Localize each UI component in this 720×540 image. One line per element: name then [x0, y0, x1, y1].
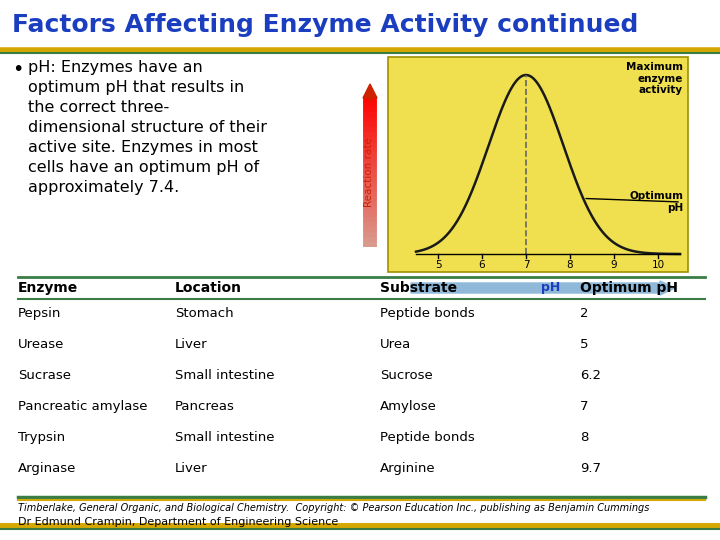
Text: Reaction rate: Reaction rate [364, 137, 374, 207]
Text: Sucrase: Sucrase [18, 369, 71, 382]
Text: Substrate: Substrate [380, 281, 457, 295]
Text: 5: 5 [580, 338, 588, 351]
Text: cells have an optimum pH of: cells have an optimum pH of [28, 160, 259, 175]
Text: pH: Enzymes have an: pH: Enzymes have an [28, 60, 203, 75]
Text: Stomach: Stomach [175, 307, 233, 320]
Bar [388, 57, 688, 272]
Text: Pancreas: Pancreas [175, 400, 235, 413]
Text: •: • [12, 60, 23, 79]
Text: Factors Affecting Enzyme Activity continued: Factors Affecting Enzyme Activity contin… [12, 13, 639, 37]
Text: Small intestine: Small intestine [175, 431, 274, 444]
Text: Urea: Urea [380, 338, 411, 351]
Text: 8: 8 [580, 431, 588, 444]
Text: the correct three-: the correct three- [28, 100, 169, 115]
Text: 7: 7 [523, 260, 529, 270]
Text: dimensional structure of their: dimensional structure of their [28, 120, 267, 135]
Text: 9: 9 [611, 260, 617, 270]
Text: 9.7: 9.7 [580, 462, 601, 475]
Text: Arginine: Arginine [380, 462, 436, 475]
Text: 6.2: 6.2 [580, 369, 601, 382]
Text: 8: 8 [567, 260, 573, 270]
Text: Timberlake, General Organic, and Biological Chemistry.  Copyright: © Pearson Edu: Timberlake, General Organic, and Biologi… [18, 503, 649, 513]
Text: 5: 5 [435, 260, 441, 270]
Text: 6: 6 [479, 260, 485, 270]
Text: Dr Edmund Crampin, Department of Engineering Science: Dr Edmund Crampin, Department of Enginee… [18, 517, 338, 527]
Text: Pancreatic amylase: Pancreatic amylase [18, 400, 148, 413]
Text: Urease: Urease [18, 338, 64, 351]
Text: Pepsin: Pepsin [18, 307, 61, 320]
Text: pH: pH [541, 281, 560, 294]
Text: 2: 2 [580, 307, 588, 320]
Text: active site. Enzymes in most: active site. Enzymes in most [28, 140, 258, 155]
Text: Optimum
pH: Optimum pH [629, 191, 683, 213]
Text: Peptide bonds: Peptide bonds [380, 307, 474, 320]
Text: Small intestine: Small intestine [175, 369, 274, 382]
Text: Peptide bonds: Peptide bonds [380, 431, 474, 444]
Text: Maximum
enzyme
activity: Maximum enzyme activity [626, 62, 683, 95]
Text: approximately 7.4.: approximately 7.4. [28, 180, 179, 195]
Text: Trypsin: Trypsin [18, 431, 65, 444]
Text: Enzyme: Enzyme [18, 281, 78, 295]
Text: 10: 10 [652, 260, 665, 270]
Text: Optimum pH: Optimum pH [580, 281, 678, 295]
Text: Arginase: Arginase [18, 462, 76, 475]
Text: Amylose: Amylose [380, 400, 437, 413]
Text: Location: Location [175, 281, 242, 295]
Text: Sucrose: Sucrose [380, 369, 433, 382]
FancyArrow shape [363, 84, 377, 102]
Text: Liver: Liver [175, 338, 207, 351]
Text: Liver: Liver [175, 462, 207, 475]
Text: optimum pH that results in: optimum pH that results in [28, 80, 244, 95]
FancyArrow shape [411, 281, 675, 295]
Text: 7: 7 [580, 400, 588, 413]
